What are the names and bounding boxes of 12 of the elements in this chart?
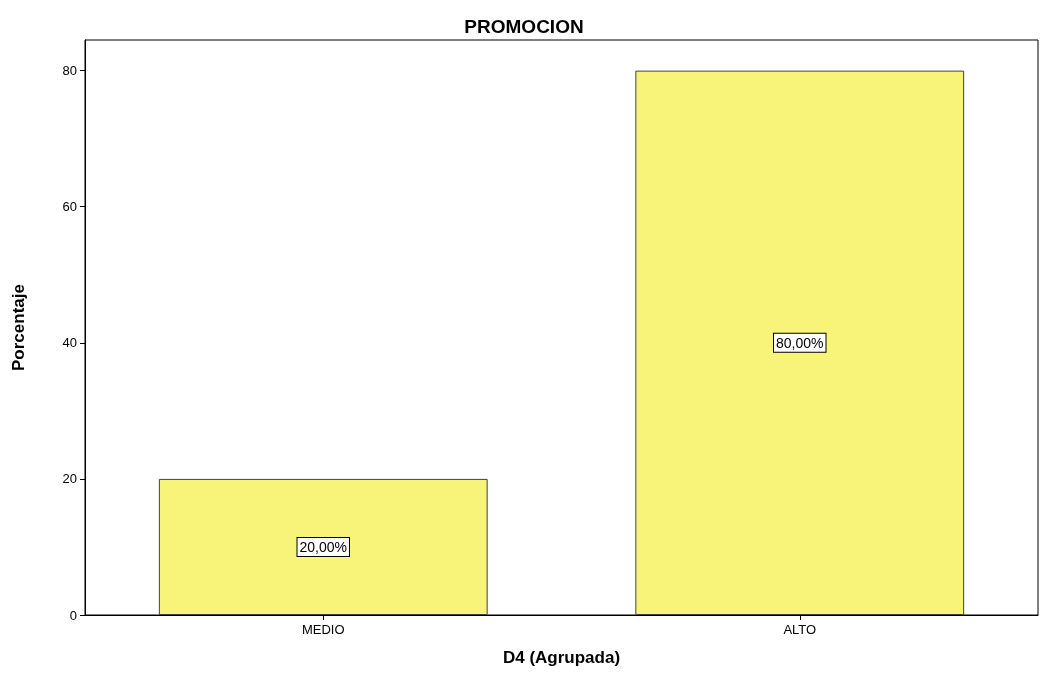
x-tick-label: MEDIO bbox=[301, 622, 345, 637]
data-label: 80,00% bbox=[776, 334, 824, 351]
x-tick-label: ALTO bbox=[783, 622, 817, 637]
y-tick-label: 0 bbox=[69, 607, 77, 623]
data-label: 20,00% bbox=[299, 538, 347, 555]
chart-title: PROMOCION bbox=[464, 16, 584, 37]
x-axis-title: D4 (Agrupada) bbox=[502, 648, 621, 667]
y-tick-label: 20 bbox=[62, 471, 77, 487]
y-tick-label: 80 bbox=[62, 63, 77, 79]
y-axis-title: Porcentaje bbox=[9, 284, 28, 371]
y-tick-label: 40 bbox=[62, 335, 77, 351]
y-tick-label: 60 bbox=[62, 199, 77, 215]
